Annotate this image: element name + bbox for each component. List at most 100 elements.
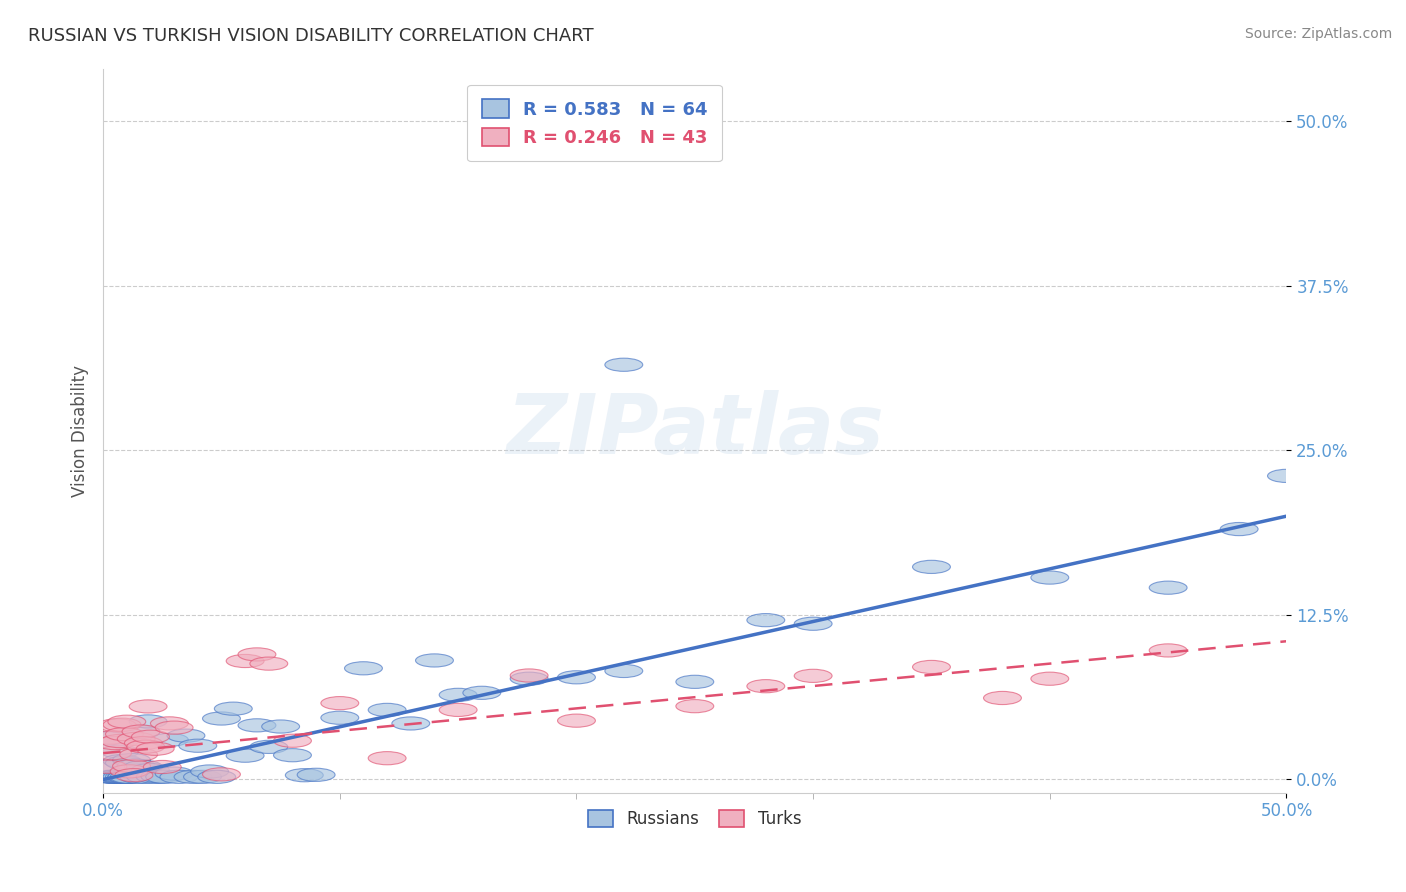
Ellipse shape [150,717,188,730]
Ellipse shape [416,654,453,667]
Ellipse shape [1149,644,1187,657]
Ellipse shape [112,754,150,766]
Ellipse shape [117,759,155,772]
Ellipse shape [912,660,950,673]
Ellipse shape [747,680,785,693]
Ellipse shape [96,770,134,783]
Ellipse shape [297,768,335,781]
Ellipse shape [129,714,167,728]
Ellipse shape [150,733,188,747]
Ellipse shape [141,770,179,783]
Ellipse shape [368,752,406,764]
Ellipse shape [110,771,148,783]
Ellipse shape [226,749,264,763]
Ellipse shape [129,700,167,713]
Ellipse shape [238,648,276,661]
Ellipse shape [510,669,548,682]
Ellipse shape [155,721,193,734]
Ellipse shape [184,771,222,783]
Ellipse shape [1031,571,1069,584]
Ellipse shape [89,760,127,773]
Ellipse shape [676,699,714,713]
Ellipse shape [122,725,160,739]
Ellipse shape [439,703,477,716]
Ellipse shape [89,731,127,745]
Ellipse shape [463,686,501,699]
Ellipse shape [103,771,141,783]
Ellipse shape [747,614,785,627]
Ellipse shape [115,764,153,776]
Ellipse shape [115,769,153,781]
Ellipse shape [155,767,193,780]
Ellipse shape [124,737,162,749]
Ellipse shape [321,711,359,724]
Ellipse shape [108,771,146,783]
Ellipse shape [136,771,174,783]
Ellipse shape [605,665,643,678]
Ellipse shape [112,759,150,772]
Ellipse shape [676,675,714,689]
Ellipse shape [202,768,240,780]
Ellipse shape [124,760,162,773]
Ellipse shape [250,740,288,754]
Ellipse shape [198,771,236,783]
Ellipse shape [285,769,323,781]
Ellipse shape [98,770,136,783]
Ellipse shape [174,771,212,783]
Ellipse shape [250,657,288,670]
Ellipse shape [238,719,276,732]
Ellipse shape [368,703,406,716]
Text: ZIPatlas: ZIPatlas [506,390,884,471]
Ellipse shape [122,725,160,738]
Ellipse shape [117,732,155,746]
Ellipse shape [510,673,548,685]
Ellipse shape [558,671,595,684]
Ellipse shape [191,765,229,778]
Ellipse shape [105,756,143,770]
Ellipse shape [132,731,169,743]
Ellipse shape [912,560,950,574]
Ellipse shape [96,737,134,749]
Ellipse shape [105,728,143,740]
Ellipse shape [179,739,217,752]
Ellipse shape [202,712,240,725]
Ellipse shape [108,771,146,783]
Ellipse shape [98,719,136,731]
Text: RUSSIAN VS TURKISH VISION DISABILITY CORRELATION CHART: RUSSIAN VS TURKISH VISION DISABILITY COR… [28,27,593,45]
Y-axis label: Vision Disability: Vision Disability [72,365,89,497]
Ellipse shape [558,714,595,727]
Ellipse shape [214,702,252,715]
Ellipse shape [105,771,143,783]
Ellipse shape [1220,523,1258,535]
Ellipse shape [439,689,477,701]
Ellipse shape [101,734,139,747]
Ellipse shape [1031,673,1069,685]
Ellipse shape [274,748,311,762]
Ellipse shape [1149,581,1187,594]
Ellipse shape [91,731,129,744]
Ellipse shape [321,697,359,710]
Ellipse shape [101,771,139,783]
Ellipse shape [108,715,146,728]
Ellipse shape [1268,469,1305,483]
Ellipse shape [94,770,132,783]
Ellipse shape [984,691,1021,705]
Legend: Russians, Turks: Russians, Turks [582,804,808,835]
Ellipse shape [262,720,299,733]
Ellipse shape [94,747,132,760]
Ellipse shape [605,359,643,371]
Ellipse shape [120,748,157,761]
Ellipse shape [344,662,382,675]
Ellipse shape [392,717,430,730]
Ellipse shape [143,760,181,773]
Ellipse shape [96,771,134,783]
Ellipse shape [94,761,132,774]
Ellipse shape [167,729,205,742]
Ellipse shape [794,669,832,682]
Ellipse shape [136,742,174,756]
Ellipse shape [132,764,169,777]
Ellipse shape [127,771,165,783]
Ellipse shape [110,764,148,778]
Ellipse shape [127,740,165,753]
Ellipse shape [103,755,141,768]
